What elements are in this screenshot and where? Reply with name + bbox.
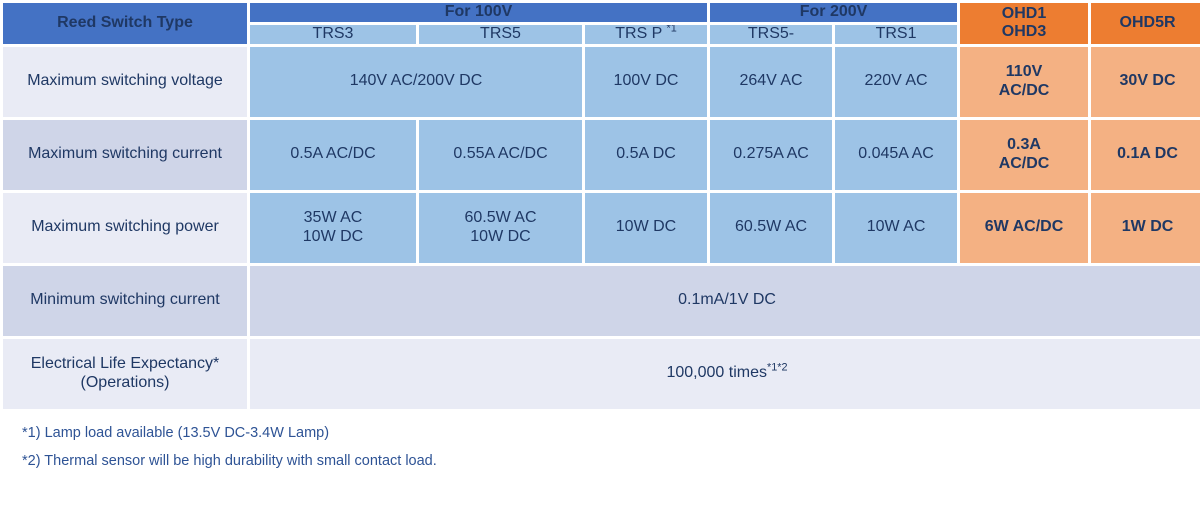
table-row: Maximum switching voltage 140V AC/200V D… [3, 46, 1200, 117]
cell-power-trs5-line1: 60.5W AC [464, 208, 537, 226]
cell-electrical-life-expectancy-text: 100,000 times [666, 364, 767, 382]
cell-power-trs-p: 10W DC [585, 192, 708, 263]
sub-header-trs5: TRS5 [419, 24, 582, 44]
cell-power-trs3: 35W AC 10W DC [250, 192, 416, 263]
row-label-maximum-switching-current: Maximum switching current [3, 119, 247, 190]
row-label-electrical-life-expectancy-line2: (Operations) [80, 373, 170, 391]
cell-voltage-ohd1-ohd3-line1: 110V [1005, 62, 1043, 80]
cell-current-ohd1-ohd3-line2: AC/DC [998, 154, 1050, 172]
reed-switch-specification-table: Reed Switch Type For 100V For 200V OHD1 … [3, 3, 1200, 409]
group-header-ohd1-ohd3: OHD1 OHD3 [960, 3, 1089, 44]
row-label-maximum-switching-voltage: Maximum switching voltage [3, 46, 247, 117]
table-row: Minimum switching current 0.1mA/1V DC [3, 265, 1200, 336]
cell-voltage-ohd1-ohd3: 110V AC/DC [960, 46, 1089, 117]
table-row: Maximum switching current 0.5A AC/DC 0.5… [3, 119, 1200, 190]
cell-voltage-ohd5r: 30V DC [1091, 46, 1200, 117]
ohd3-label: OHD3 [1001, 23, 1047, 41]
cell-power-trs5: 60.5W AC 10W DC [419, 192, 582, 263]
cell-current-ohd5r: 0.1A DC [1091, 119, 1200, 190]
cell-electrical-life-expectancy-footnote-marker: *1*2 [766, 361, 788, 374]
cell-power-ohd5r: 1W DC [1091, 192, 1200, 263]
cell-voltage-trs-p: 100V DC [585, 46, 708, 117]
cell-minimum-switching-current-value: 0.1mA/1V DC [250, 265, 1200, 336]
cell-current-trs5-minus: 0.275A AC [710, 119, 833, 190]
cell-voltage-trs1: 220V AC [835, 46, 958, 117]
footnote-1: *1) Lamp load available (13.5V DC-3.4W L… [22, 424, 330, 441]
cell-current-trs-p: 0.5A DC [585, 119, 708, 190]
cell-voltage-ohd1-ohd3-line2: AC/DC [998, 81, 1050, 99]
cell-current-ohd1-ohd3-line1: 0.3A [1007, 135, 1041, 153]
sub-header-trs5-minus: TRS5- [710, 24, 833, 44]
footnotes-block: *1) Lamp load available (13.5V DC-3.4W L… [0, 412, 1200, 483]
cell-power-ohd1-ohd3: 6W AC/DC [960, 192, 1089, 263]
sub-header-trs-p-text: TRS P [615, 24, 667, 42]
sub-header-trs3: TRS3 [250, 24, 416, 44]
row-label-electrical-life-expectancy-line1: Electrical Life Expectancy* [30, 354, 220, 372]
cell-electrical-life-expectancy-value: 100,000 times*1*2 [250, 338, 1200, 409]
ohd1-label: OHD1 [1001, 4, 1047, 22]
cell-power-trs1: 10W AC [835, 192, 958, 263]
header-row-groups: Reed Switch Type For 100V For 200V OHD1 … [3, 3, 1200, 44]
table-row: Maximum switching power 35W AC 10W DC 60… [3, 192, 1200, 263]
group-header-ohd5r: OHD5R [1091, 3, 1200, 44]
cell-power-trs5-minus: 60.5W AC [710, 192, 833, 263]
header-row-subtypes: TRS3 TRS5 TRS P *1 TRS5- TRS1 [3, 24, 1200, 44]
table-row: Electrical Life Expectancy* (Operations)… [3, 338, 1200, 409]
cell-current-ohd1-ohd3: 0.3A AC/DC [960, 119, 1089, 190]
sub-header-trs-p: TRS P *1 [585, 24, 708, 44]
row-label-maximum-switching-power: Maximum switching power [3, 192, 247, 263]
cell-current-trs3: 0.5A AC/DC [250, 119, 416, 190]
cell-power-trs5-line2: 10W DC [470, 227, 531, 245]
row-label-electrical-life-expectancy: Electrical Life Expectancy* (Operations) [3, 338, 247, 409]
cell-current-trs1: 0.045A AC [835, 119, 958, 190]
group-header-for-100v: For 100V [250, 3, 708, 22]
sub-header-trs-p-footnote-marker: *1 [666, 24, 677, 35]
sub-header-trs1: TRS1 [835, 24, 958, 44]
cell-voltage-trs5-minus: 264V AC [710, 46, 833, 117]
footnote-2: *2) Thermal sensor will be high durabili… [22, 453, 437, 470]
cell-current-trs5: 0.55A AC/DC [419, 119, 582, 190]
corner-header-reed-switch-type: Reed Switch Type [3, 3, 247, 44]
cell-power-trs3-line1: 35W AC [303, 208, 363, 226]
row-label-minimum-switching-current: Minimum switching current [3, 265, 247, 336]
cell-power-trs3-line2: 10W DC [302, 227, 364, 245]
group-header-for-200v: For 200V [710, 3, 958, 22]
cell-voltage-trs3-trs5: 140V AC/200V DC [250, 46, 582, 117]
